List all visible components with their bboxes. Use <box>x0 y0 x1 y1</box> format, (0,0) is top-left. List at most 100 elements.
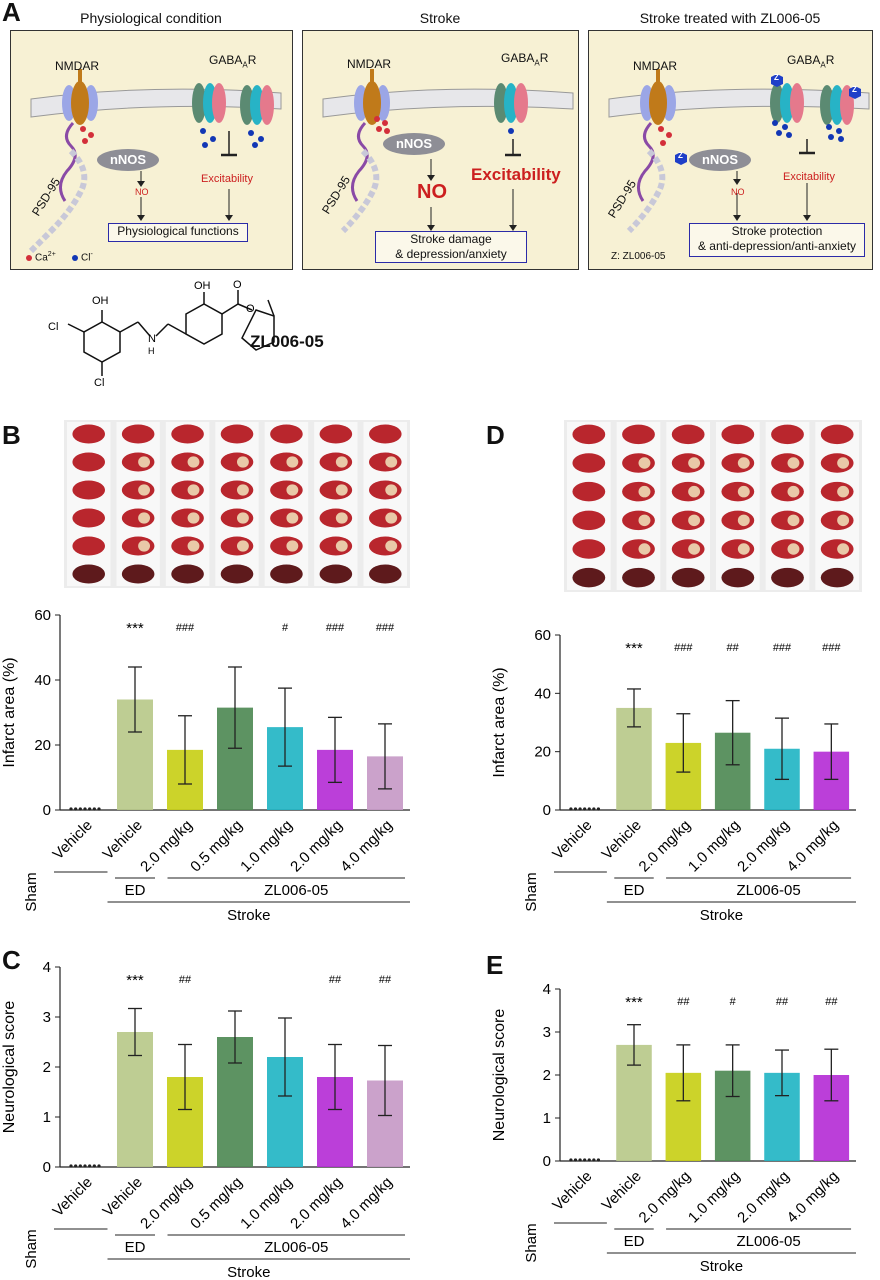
brain-slice <box>121 424 155 444</box>
y-tick-label: 1 <box>43 1109 51 1126</box>
infarct-region <box>688 485 701 498</box>
brain-slice <box>72 452 106 472</box>
slice-column <box>264 422 309 586</box>
infarct-region <box>237 456 249 468</box>
significance-mark: # <box>282 622 289 634</box>
atom-cl-2: Cl <box>94 377 104 389</box>
gaba-label: GABAAR <box>501 51 549 68</box>
z-marker-1: Z <box>774 73 779 82</box>
ed-label: ED <box>125 1239 146 1256</box>
infarct-region <box>286 512 299 524</box>
infarct-region <box>335 484 348 496</box>
brain-slice <box>671 424 705 445</box>
x-tick-label: 2.0 mg/kg <box>636 1168 695 1227</box>
infarct-region <box>638 514 651 527</box>
stroke-label: Stroke <box>227 907 270 924</box>
brain-slice <box>572 481 606 502</box>
y-tick-label: 40 <box>34 672 51 689</box>
nmdar-label: NMDAR <box>347 57 391 71</box>
infarct-region <box>237 512 249 524</box>
x-tick-label: Vehicle <box>100 817 146 863</box>
infarct-region <box>138 540 151 552</box>
brain-slice <box>622 567 655 588</box>
y-tick-label: 60 <box>34 607 51 624</box>
infarct-region <box>837 543 850 555</box>
y-tick-label: 3 <box>43 1009 51 1026</box>
z-marker-3: Z <box>678 151 683 160</box>
brain-slice <box>572 453 606 473</box>
x-tick-label: Vehicle <box>100 1174 146 1220</box>
nnos-ellipse: nNOS <box>689 149 751 171</box>
x-tick-label: 0.5 mg/kg <box>187 817 246 876</box>
x-tick-label: 2.0 mg/kg <box>287 1174 346 1233</box>
y-tick-label: 4 <box>543 981 551 998</box>
significance-mark: ### <box>822 642 841 654</box>
infarct-region <box>688 543 701 555</box>
outcome-box-stroke: Stroke damage & depression/anxiety <box>375 231 527 263</box>
slice-column <box>567 422 611 590</box>
infarct-region <box>787 514 800 527</box>
y-tick-label: 40 <box>534 685 551 702</box>
panel-letter-b: B <box>2 420 21 450</box>
infarct-region <box>737 485 750 498</box>
gaba-label: GABAAR <box>787 53 835 70</box>
infarct-region <box>187 512 200 524</box>
atom-o-2: O <box>246 303 255 315</box>
zl-label: ZL006-05 <box>736 882 800 899</box>
x-tick-label: 1.0 mg/kg <box>685 1168 744 1227</box>
y-tick-label: 0 <box>543 802 551 819</box>
infarct-region <box>335 540 348 552</box>
infarct-region <box>837 457 850 469</box>
slice-column <box>765 422 810 590</box>
panel-letter-a: A <box>2 0 21 27</box>
schematic-drawing <box>26 69 282 261</box>
sham-label: Sham <box>523 872 540 911</box>
brain-slice <box>319 424 353 444</box>
data-point <box>583 807 587 811</box>
chemical-structure: OH Cl Cl N H OH O O <box>48 280 275 389</box>
stroke-label: Stroke <box>700 1258 743 1275</box>
data-point <box>573 807 578 811</box>
data-point <box>587 807 591 811</box>
schematic-title-treated: Stroke treated with ZL006-05 <box>639 10 821 26</box>
schematic-drawing <box>608 69 870 234</box>
data-point <box>97 807 101 811</box>
atom-oh-2: OH <box>194 280 211 292</box>
brain-slice <box>220 564 254 584</box>
brain-slice <box>572 567 606 588</box>
excitability-label: Excitability <box>201 173 253 185</box>
brain-slice <box>171 564 204 584</box>
infarct-region <box>187 484 200 496</box>
data-point <box>596 807 601 811</box>
brain-slice <box>171 424 204 444</box>
schematic-stroke: NMDAR GABAAR nNOS PSD-95 NO Excitability… <box>302 30 579 270</box>
brain-slice <box>820 567 854 588</box>
infarct-region <box>837 514 850 527</box>
y-axis-label: Infarct area (%) <box>1 657 18 767</box>
y-axis-label: Neurological score <box>491 1009 508 1142</box>
data-point <box>573 1158 578 1162</box>
infarct-region <box>138 512 151 524</box>
brain-slice <box>572 539 606 559</box>
brain-slice <box>771 567 804 588</box>
nmdar-receptor <box>62 69 98 125</box>
significance-mark: ## <box>727 642 740 654</box>
infarct-region <box>688 514 701 527</box>
brain-slice <box>771 424 804 445</box>
y-tick-label: 2 <box>543 1067 551 1084</box>
y-tick-label: 20 <box>34 737 51 754</box>
data-point <box>69 807 73 811</box>
significance-mark: ### <box>376 622 395 634</box>
slice-column <box>716 422 760 590</box>
infarct-region <box>286 540 299 552</box>
significance-mark: *** <box>126 620 144 637</box>
atom-n: N <box>148 333 156 345</box>
compound-name: ZL006-05 <box>250 332 324 351</box>
brain-slice <box>72 480 106 500</box>
data-point <box>583 1158 587 1162</box>
infarct-region <box>787 485 800 498</box>
chart-svg: 0 1 2 3 4 Neurological score *** ## ## ## Vehicle V… <box>1 959 410 1280</box>
chart-c-neurological-score: 0 1 2 3 4 Neurological score *** ## ## ## Vehicle V… <box>0 955 440 1280</box>
slice-column <box>616 422 661 590</box>
